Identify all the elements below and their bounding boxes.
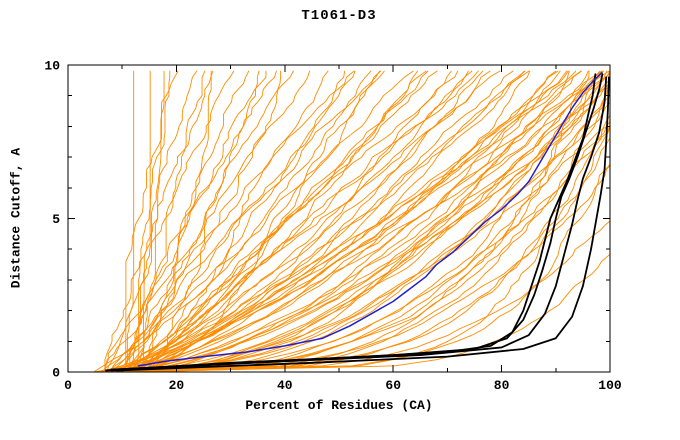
axis-ticks [67, 64, 611, 373]
svg-text:80: 80 [494, 378, 510, 393]
curves-layer [93, 70, 610, 372]
x-axis-label: Percent of Residues (CA) [245, 398, 433, 413]
svg-text:100: 100 [598, 378, 622, 393]
svg-text:60: 60 [385, 378, 401, 393]
chart-title: T1061-D3 [301, 8, 377, 24]
svg-text:5: 5 [52, 212, 60, 227]
svg-text:0: 0 [64, 378, 72, 393]
svg-text:20: 20 [169, 378, 185, 393]
tick-labels: 0 20 40 60 80 100 0 5 10 [44, 59, 622, 394]
y-axis-label: Distance Cutoff, A [8, 147, 24, 289]
svg-text:10: 10 [44, 59, 60, 74]
svg-text:40: 40 [277, 378, 293, 393]
svg-text:0: 0 [52, 366, 60, 381]
